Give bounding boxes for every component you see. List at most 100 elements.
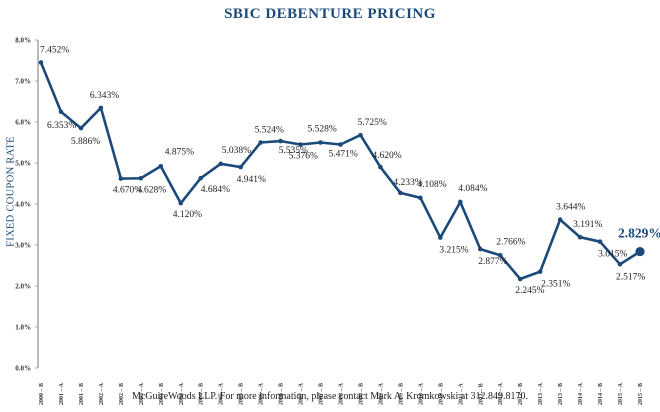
data-label: 4.670% — [113, 186, 142, 196]
y-tick-label: 4.0% — [15, 201, 31, 209]
x-tick-label: 2003 – B — [159, 383, 165, 405]
data-point — [158, 163, 164, 169]
data-point — [98, 105, 104, 111]
y-tick-label: 6.0% — [15, 119, 31, 127]
x-tick-label: 2015 – A — [618, 382, 624, 405]
x-tick-label: 2001 – A — [59, 382, 65, 405]
data-point — [58, 109, 64, 115]
x-tick-label: 2013 – B — [558, 383, 564, 405]
data-point — [118, 176, 124, 181]
data-label: 5.038% — [222, 146, 251, 156]
data-point — [38, 60, 44, 65]
data-point — [477, 246, 483, 252]
x-tick-label: 2004 – A — [179, 382, 185, 405]
data-label: 2.517% — [616, 272, 645, 282]
series-line — [39, 62, 641, 281]
data-label: 5.471% — [329, 150, 358, 160]
data-point — [635, 246, 645, 257]
data-point — [258, 140, 263, 145]
x-tick-label: 2005 – B — [239, 383, 245, 405]
y-tick-label: 8.0% — [15, 37, 31, 45]
x-tick-label: 2011 – A — [458, 383, 464, 405]
y-tick-label: 0.0% — [15, 365, 31, 373]
data-label: 4.108% — [417, 180, 446, 190]
x-tick-label: 2012 – A — [498, 382, 504, 405]
data-label: 5.524% — [255, 126, 284, 136]
data-label: 7.452% — [40, 45, 69, 55]
data-label: 2.245% — [515, 286, 544, 296]
y-tick-label: 7.0% — [15, 78, 31, 86]
data-point — [497, 252, 503, 258]
x-tick-label: 2015 – B — [638, 383, 644, 405]
data-point — [378, 164, 383, 170]
x-tick-label: 2008 – A — [339, 382, 345, 405]
data-label: 4.120% — [173, 210, 202, 220]
x-tick-label: 2010 – A — [418, 382, 424, 405]
data-point — [298, 142, 303, 147]
data-point — [138, 175, 144, 181]
x-tick-label: 2014 – B — [598, 383, 604, 405]
data-label: 6.343% — [90, 91, 119, 101]
x-tick-label: 2004 – B — [199, 383, 205, 405]
data-label: 4.684% — [201, 185, 230, 195]
data-label: 4.084% — [458, 184, 487, 194]
data-point — [597, 239, 603, 245]
data-label: 2.877% — [478, 257, 507, 267]
y-tick-label: 1.0% — [15, 324, 31, 332]
data-point — [438, 235, 443, 240]
data-label: 5.886% — [71, 137, 100, 147]
data-point — [577, 234, 583, 240]
data-point — [537, 269, 543, 274]
data-label: 4.620% — [372, 151, 401, 161]
data-label: 2.766% — [496, 237, 525, 247]
data-point — [338, 142, 343, 147]
x-tick-label: 2005 – A — [219, 382, 225, 405]
x-tick-label: 2006 – B — [279, 383, 285, 405]
data-point — [517, 276, 523, 282]
x-tick-label: 2007 – B — [319, 383, 325, 405]
y-tick-label: 3.0% — [15, 242, 31, 250]
x-tick-label: 2013 – A — [538, 382, 544, 405]
x-ticks: 2000 – B 2001 – A 2001 – B 2002 – A 2002 – B… — [39, 382, 644, 405]
x-tick-label: 2002 – B — [119, 383, 125, 405]
x-tick-label: 2006 – A — [259, 382, 265, 405]
x-tick-label: 2008 – B — [358, 383, 364, 405]
data-point — [617, 261, 623, 267]
chart-title: SBIC DEBENTURE PRICING — [224, 6, 436, 22]
data-label: 2.829% — [618, 226, 660, 241]
x-tick-label: 2003 – A — [139, 382, 145, 405]
data-point — [458, 199, 463, 205]
x-tick-label: 2000 – B — [39, 383, 45, 405]
data-point — [318, 140, 323, 145]
data-point — [238, 164, 243, 170]
data-label: 3.191% — [573, 220, 602, 230]
data-label: 5.376% — [289, 152, 318, 162]
x-tick-label: 2010 – B — [438, 383, 444, 405]
data-point — [557, 217, 563, 222]
data-label: 5.528% — [308, 125, 337, 135]
x-tick-label: 2009 – B — [398, 383, 404, 405]
data-label: 5.535% — [279, 146, 308, 156]
x-tick-label: 2001 – B — [79, 383, 85, 405]
data-point — [198, 175, 204, 181]
data-point — [398, 190, 403, 196]
x-tick-label: 2011 – B — [478, 383, 484, 405]
data-point — [278, 138, 283, 144]
data-point — [218, 161, 223, 167]
y-ticks: 0.0% 1.0% 2.0% 3.0% 4.0% 5.0% 6.0% 7.0% 8.0% — [15, 37, 38, 373]
data-label: 2.351% — [541, 280, 570, 290]
data-label: 4.941% — [237, 175, 266, 185]
footer-note: McGuireWoods LLP. For more information, … — [131, 391, 529, 402]
data-label: 3.644% — [556, 203, 585, 213]
data-label: 4.875% — [165, 147, 194, 157]
data-point — [358, 132, 363, 138]
x-tick-label: 2009 – A — [378, 382, 384, 405]
x-tick-label: 2012 – B — [518, 383, 524, 405]
x-tick-label: 2007 – A — [299, 382, 305, 405]
data-label: 3.015% — [598, 250, 627, 260]
data-label: 3.215% — [439, 246, 468, 256]
data-point — [418, 195, 423, 201]
data-point — [178, 200, 184, 206]
data-point — [78, 125, 84, 131]
x-tick-label: 2002 – A — [99, 382, 105, 405]
